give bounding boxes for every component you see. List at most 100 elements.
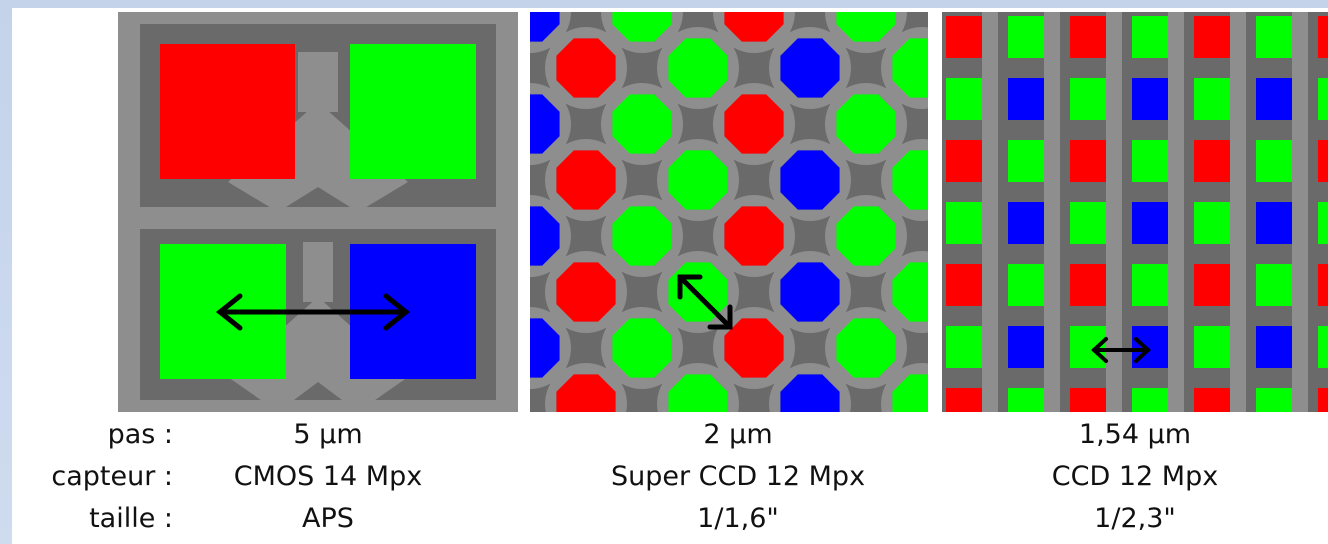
superccd-pixel <box>836 318 896 378</box>
superccd-pixel <box>612 206 672 266</box>
ccd-pixel <box>946 326 982 368</box>
superccd-pixel <box>780 262 840 322</box>
superccd-pixel <box>668 374 728 412</box>
superccd-pixel <box>724 12 784 42</box>
ccd-pixel <box>1132 140 1168 182</box>
superccd-pixel <box>556 150 616 210</box>
ccd-pitch-value: 1,54 µm <box>1078 419 1192 450</box>
superccd-pixel <box>556 38 616 98</box>
ccd-pixel <box>1070 326 1106 368</box>
ccd-pixel <box>1318 388 1328 412</box>
ccd-pixel <box>1194 140 1230 182</box>
superccd-pixel <box>556 374 616 412</box>
ccd-pixel <box>1008 16 1044 58</box>
ccd-pixel <box>1256 202 1292 244</box>
superccd-pitch-value: 2 µm <box>703 419 773 450</box>
ccd-pixel <box>1070 140 1106 182</box>
superccd-pixel <box>836 94 896 154</box>
superccd-pixel <box>892 262 928 322</box>
sensor-row: capteur : CMOS 14 Mpx Super CCD 12 Mpx C… <box>0 457 1328 497</box>
ccd-pixel <box>1132 16 1168 58</box>
cmos-pitch-value: 5 µm <box>293 419 363 450</box>
ccd-pixel <box>1318 140 1328 182</box>
cmos-red-pixel <box>160 44 295 179</box>
superccd-pixel <box>612 12 672 42</box>
ccd-pixel <box>1132 264 1168 306</box>
ccd-pixel <box>1132 202 1168 244</box>
ccd-pixel <box>1194 326 1230 368</box>
ccd-pixel <box>1008 388 1044 412</box>
superccd-sensor-value: Super CCD 12 Mpx <box>610 461 866 492</box>
ccd-pixel <box>1008 140 1044 182</box>
ccd-pixel <box>1256 78 1292 120</box>
superccd-pixel <box>724 94 784 154</box>
size-row: taille : APS 1/1,6" 1/2,3" <box>0 499 1328 539</box>
superccd-pixel <box>668 150 728 210</box>
ccd-pixel <box>1008 264 1044 306</box>
superccd-pixel <box>892 374 928 412</box>
superccd-pixel <box>724 206 784 266</box>
cmos-size-value: APS <box>302 503 354 534</box>
ccd-pixel <box>1318 78 1328 120</box>
cmos-sensor-diagram <box>118 12 518 412</box>
ccd-pixel <box>1194 388 1230 412</box>
ccd-pixel <box>1070 202 1106 244</box>
superccd-pixel <box>780 38 840 98</box>
superccd-pixel <box>780 374 840 412</box>
superccd-pixel <box>724 318 784 378</box>
ccd-pixel <box>1318 326 1328 368</box>
superccd-pitch-arrow <box>677 274 733 330</box>
superccd-pixel <box>780 150 840 210</box>
superccd-size-value: 1/1,6" <box>697 503 779 534</box>
ccd-pixel <box>946 264 982 306</box>
ccd-pixel <box>1194 16 1230 58</box>
sensor-row-label: capteur : <box>51 461 173 492</box>
cmos-sensor-value: CMOS 14 Mpx <box>233 461 423 492</box>
cmos-pitch-arrow <box>215 293 411 331</box>
ccd-pixel <box>1132 78 1168 120</box>
pitch-row: pas : 5 µm 2 µm 1,54 µm <box>0 415 1328 455</box>
ccd-pixel <box>1194 202 1230 244</box>
superccd-pixel <box>530 12 560 42</box>
ccd-pixel <box>1008 202 1044 244</box>
superccd-pixel <box>530 318 560 378</box>
ccd-pixel <box>1256 140 1292 182</box>
superccd-pixel <box>892 150 928 210</box>
superccd-sensor-diagram <box>530 12 928 412</box>
ccd-pixel <box>946 202 982 244</box>
cmos-green-pixel-1 <box>350 44 476 179</box>
superccd-pixel <box>892 38 928 98</box>
ccd-sensor-value: CCD 12 Mpx <box>1051 461 1219 492</box>
pitch-row-label: pas : <box>107 419 173 450</box>
ccd-pixel <box>1256 326 1292 368</box>
ccd-pixel <box>1132 388 1168 412</box>
ccd-pixel <box>946 16 982 58</box>
ccd-pixel <box>946 140 982 182</box>
ccd-pixel <box>1256 264 1292 306</box>
ccd-pixel <box>1070 264 1106 306</box>
superccd-pixel <box>836 206 896 266</box>
ccd-sensor-diagram <box>942 12 1328 412</box>
superccd-pixel <box>530 94 560 154</box>
ccd-pixel <box>1194 264 1230 306</box>
ccd-pixel <box>1008 326 1044 368</box>
superccd-pixel <box>668 38 728 98</box>
superccd-pixel <box>556 262 616 322</box>
superccd-pixel <box>836 12 896 42</box>
superccd-pixel <box>530 206 560 266</box>
ccd-pixel <box>1070 78 1106 120</box>
ccd-size-value: 1/2,3" <box>1094 503 1176 534</box>
ccd-pixel <box>1318 16 1328 58</box>
ccd-pixel <box>1194 78 1230 120</box>
cmos-pixel-layout <box>118 12 518 412</box>
ccd-pixel <box>1318 264 1328 306</box>
ccd-pixel <box>1008 78 1044 120</box>
superccd-pixel <box>612 318 672 378</box>
ccd-pixel <box>1070 16 1106 58</box>
ccd-pixel <box>1256 16 1292 58</box>
ccd-pixel <box>946 388 982 412</box>
ccd-pitch-arrow <box>1091 337 1151 363</box>
size-row-label: taille : <box>89 503 173 534</box>
ccd-pixel <box>1070 388 1106 412</box>
superccd-pixel-layout <box>530 12 928 412</box>
